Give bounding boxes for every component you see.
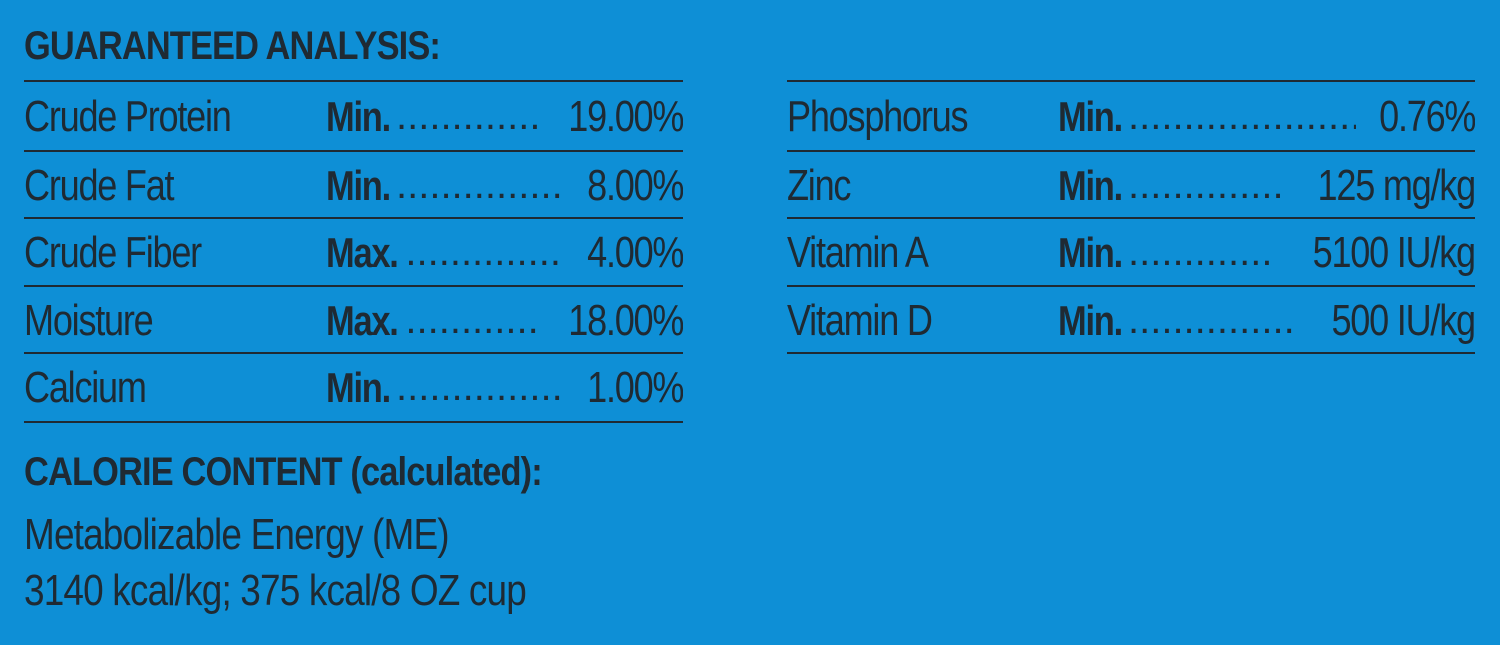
- nutrient-value-row: Min. 500 IU/kg: [1058, 287, 1475, 354]
- qualifier: Max.: [326, 296, 399, 344]
- leader-dots: [1128, 163, 1281, 208]
- calorie-content-heading: CALORIE CONTENT (calculated):: [24, 450, 543, 494]
- nutrient-value: 18.00%: [568, 295, 683, 345]
- energy-label: Metabolizable Energy (ME): [24, 510, 450, 559]
- nutrient-name: Crude Fiber: [24, 227, 202, 277]
- leader-dots: [396, 163, 564, 208]
- leader-dots: [1128, 230, 1275, 275]
- qualifier: Min.: [1058, 161, 1123, 209]
- qualifier: Min.: [1058, 228, 1123, 276]
- nutrient-value: 5100 IU/kg: [1312, 227, 1475, 277]
- qualifier: Min.: [326, 92, 391, 140]
- table-rule: [24, 217, 683, 219]
- table-rule: [787, 150, 1475, 152]
- nutrient-value-row: Min. 1.00%: [326, 354, 683, 421]
- table-rule: [24, 421, 683, 423]
- nutrient-name: Vitamin D: [787, 295, 933, 345]
- energy-value: 3140 kcal/kg; 375 kcal/8 OZ cup: [24, 566, 527, 615]
- nutrient-name: Zinc: [787, 160, 851, 210]
- leader-dots: [1128, 298, 1298, 343]
- leader-dots: [396, 365, 564, 410]
- nutrient-value-row: Min. 125 mg/kg: [1058, 152, 1475, 219]
- leader-dots: [405, 230, 563, 275]
- table-rule: [787, 352, 1475, 354]
- qualifier: Min.: [326, 161, 391, 209]
- qualifier: Min.: [1058, 92, 1123, 140]
- table-rule: [787, 80, 1475, 82]
- table-rule: [787, 217, 1475, 219]
- nutrient-value-row: Max. 4.00%: [326, 219, 683, 286]
- nutrient-value-row: Min. 19.00%: [326, 83, 683, 150]
- nutrient-value-row: Min. 5100 IU/kg: [1058, 219, 1475, 286]
- nutrient-value: 125 mg/kg: [1317, 160, 1475, 210]
- qualifier: Min.: [326, 363, 391, 411]
- nutrient-name: Crude Fat: [24, 160, 175, 210]
- nutrient-name: Crude Protein: [24, 91, 232, 141]
- nutrient-value: 1.00%: [586, 362, 683, 412]
- nutrient-value: 4.00%: [586, 227, 683, 277]
- nutrient-name: Calcium: [24, 362, 147, 412]
- nutrient-value: 19.00%: [568, 91, 683, 141]
- nutrient-value: 0.76%: [1378, 91, 1475, 141]
- qualifier: Max.: [326, 228, 399, 276]
- leader-dots: [1128, 94, 1356, 139]
- nutrient-name: Moisture: [24, 295, 154, 345]
- table-rule: [24, 285, 683, 287]
- guaranteed-analysis-heading: GUARANTEED ANALYSIS:: [24, 24, 441, 68]
- nutrient-value: 8.00%: [586, 160, 683, 210]
- nutrient-value-row: Min. 0.76%: [1058, 83, 1475, 150]
- table-rule: [787, 285, 1475, 287]
- nutrient-value-row: Min. 8.00%: [326, 152, 683, 219]
- nutrient-value: 500 IU/kg: [1331, 295, 1475, 345]
- table-rule: [24, 150, 683, 152]
- nutrient-name: Vitamin A: [787, 227, 929, 277]
- nutrient-value-row: Max. 18.00%: [326, 287, 683, 354]
- leader-dots: [396, 94, 541, 139]
- nutrient-name: Phosphorus: [787, 91, 968, 141]
- qualifier: Min.: [1058, 296, 1123, 344]
- leader-dots: [405, 298, 540, 343]
- table-rule: [24, 80, 683, 82]
- table-rule: [24, 352, 683, 354]
